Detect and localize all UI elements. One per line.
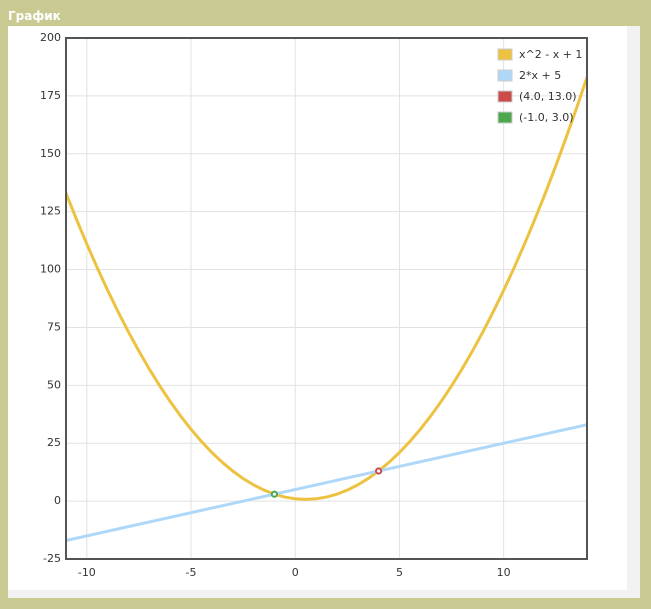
panel-title: График — [8, 9, 61, 23]
x-tick-label: 10 — [497, 566, 511, 579]
point — [270, 490, 278, 498]
y-tick-label: -25 — [43, 552, 61, 565]
legend-swatch — [497, 90, 513, 103]
y-tick-label: 25 — [47, 436, 61, 449]
chart-area: -25 0 25 50 75 100 125 150 175 200 -10 -5 0 5 10 x^2 - … — [8, 26, 627, 590]
y-tick-label: 100 — [40, 263, 61, 276]
legend-label: x^2 - x + 1 — [519, 48, 582, 61]
legend-swatch — [497, 111, 513, 124]
y-tick-label: 125 — [40, 205, 61, 218]
y-tick-label: 150 — [40, 147, 61, 160]
point — [375, 467, 383, 475]
y-tick-label: 50 — [47, 378, 61, 391]
x-tick-label: -5 — [186, 566, 197, 579]
y-tick-label: 0 — [54, 494, 61, 507]
legend-swatch — [497, 69, 513, 82]
legend-label: 2*x + 5 — [519, 69, 561, 82]
legend-swatch — [497, 48, 513, 61]
y-tick-label: 200 — [40, 31, 61, 44]
legend-label: (4.0, 13.0) — [519, 90, 577, 103]
y-tick-label: 175 — [40, 89, 61, 102]
x-tick-label: -10 — [78, 566, 96, 579]
series-line — [66, 423, 587, 542]
plot — [66, 76, 587, 542]
y-tick-label: 75 — [47, 320, 61, 333]
x-tick-label: 0 — [292, 566, 299, 579]
legend-label: (-1.0, 3.0) — [519, 111, 574, 124]
plot-border — [65, 37, 588, 560]
series-line — [66, 76, 587, 501]
content: -25 0 25 50 75 100 125 150 175 200 -10 -5 0 5 10 x^2 - … — [8, 26, 640, 598]
x-tick-label: 5 — [396, 566, 403, 579]
chart: -25 0 25 50 75 100 125 150 175 200 -10 -5 0 5 10 x^2 - … — [40, 31, 588, 579]
